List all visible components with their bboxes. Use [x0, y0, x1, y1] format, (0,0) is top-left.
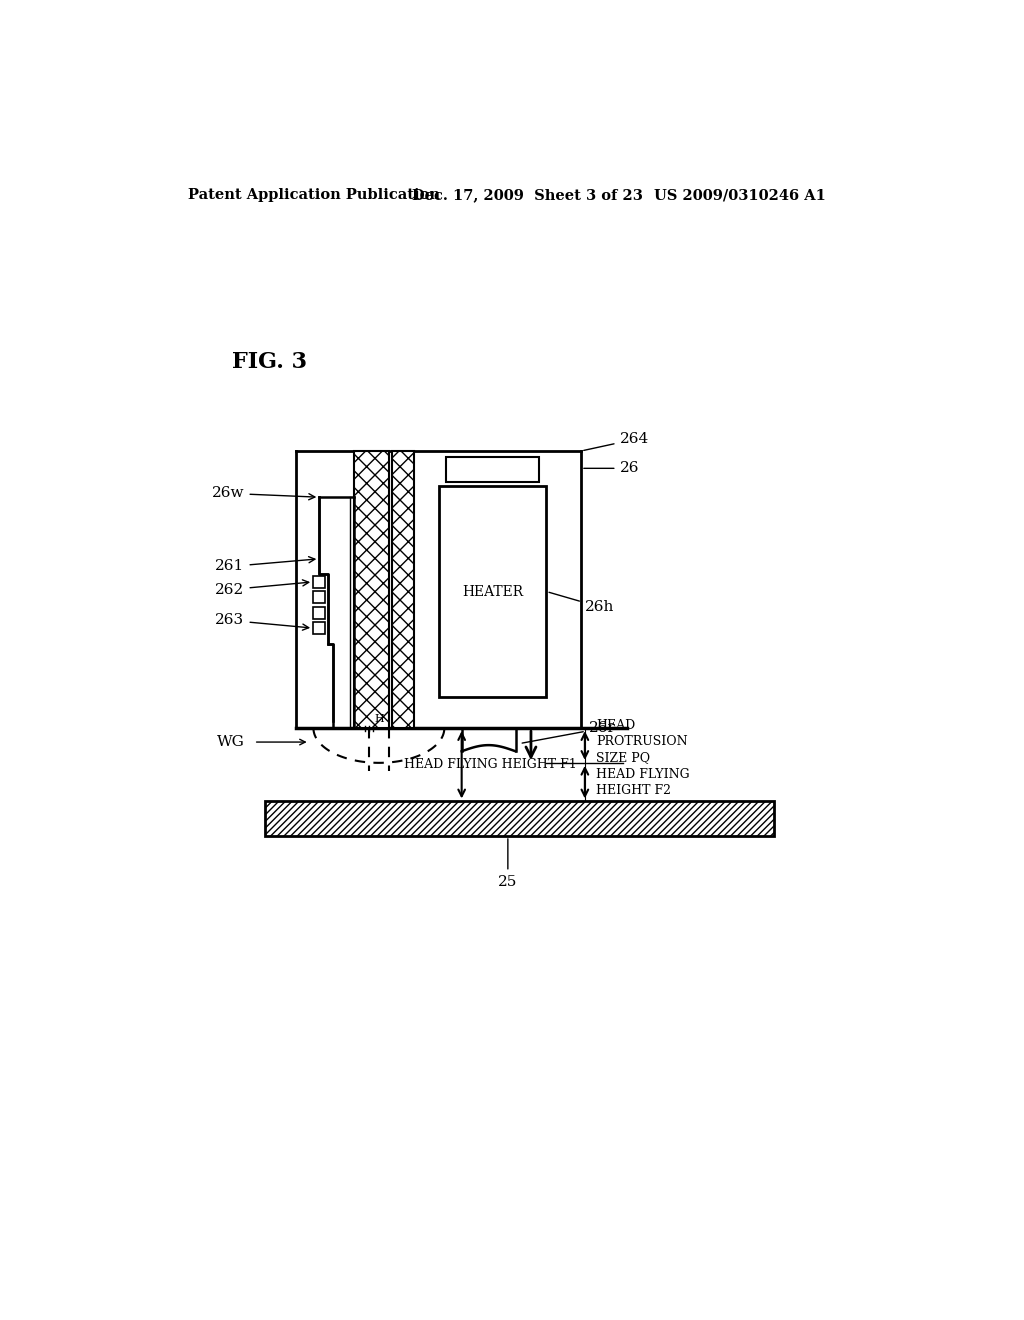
Text: Dec. 17, 2009  Sheet 3 of 23: Dec. 17, 2009 Sheet 3 of 23 [412, 189, 642, 202]
Bar [313, 622, 326, 635]
Text: H: H [374, 714, 384, 725]
Text: HEAD FLYING HEIGHT F1: HEAD FLYING HEIGHT F1 [403, 758, 577, 771]
Text: 26h: 26h [549, 593, 614, 614]
Text: HEATER: HEATER [462, 585, 523, 598]
Bar [446, 457, 539, 482]
Bar [313, 591, 326, 603]
Text: Patent Application Publication: Patent Application Publication [188, 189, 440, 202]
Bar [265, 801, 773, 836]
Text: WG: WG [217, 735, 245, 748]
Text: US 2009/0310246 A1: US 2009/0310246 A1 [654, 189, 826, 202]
Bar [313, 607, 326, 619]
Text: 263: 263 [215, 614, 309, 630]
Text: 26w: 26w [212, 486, 315, 500]
Bar [438, 486, 547, 697]
Bar [313, 576, 326, 589]
Text: 26: 26 [584, 461, 639, 475]
Text: 26r: 26r [522, 721, 615, 743]
Bar [354, 451, 388, 729]
Text: 262: 262 [215, 579, 309, 597]
Text: HEAD
PROTRUSION
SIZE PQ: HEAD PROTRUSION SIZE PQ [596, 719, 688, 764]
Text: 264: 264 [584, 433, 649, 450]
Text: 261: 261 [215, 557, 315, 573]
Bar [392, 451, 414, 729]
Text: FIG. 3: FIG. 3 [232, 351, 307, 374]
Text: HEAD FLYING
HEIGHT F2: HEAD FLYING HEIGHT F2 [596, 768, 690, 796]
Text: 25: 25 [498, 838, 517, 888]
